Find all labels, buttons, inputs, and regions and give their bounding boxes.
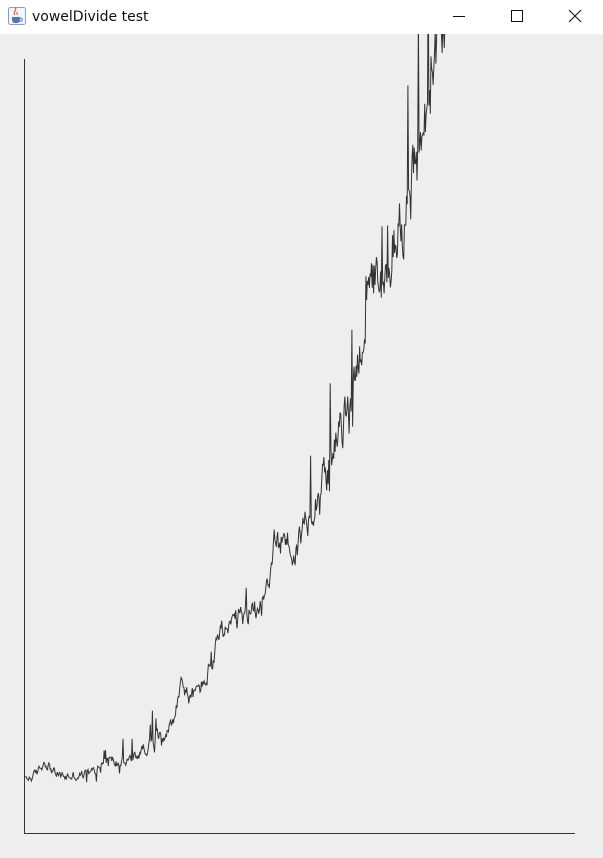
- close-button[interactable]: [552, 0, 598, 32]
- minimize-icon: [453, 16, 465, 17]
- maximize-button[interactable]: [494, 0, 540, 32]
- minimize-button[interactable]: [436, 0, 482, 32]
- maximize-icon: [511, 10, 523, 22]
- java-cup-icon[interactable]: [8, 7, 26, 25]
- plot-panel: [0, 34, 603, 858]
- title-bar[interactable]: vowelDivide test: [0, 0, 603, 34]
- series-line: [24, 34, 446, 783]
- window-title: vowelDivide test: [32, 9, 149, 25]
- line-plot: [24, 34, 575, 834]
- close-icon: [568, 9, 582, 23]
